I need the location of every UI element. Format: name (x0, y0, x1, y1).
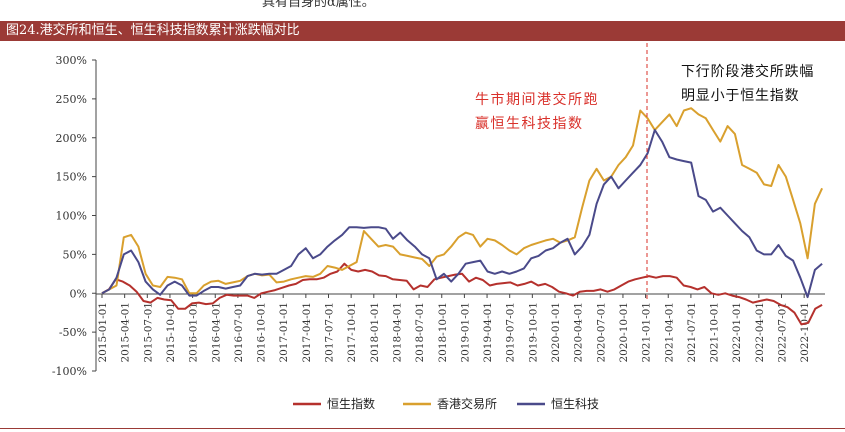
legend-label: 恒生科技 (551, 397, 599, 411)
x-tick-label: 2019-01-01 (459, 302, 471, 363)
legend-label: 香港交易所 (437, 396, 497, 411)
figure-title: 图24.港交所和恒生、恒生科技指数累计涨跌幅对比 (0, 21, 845, 41)
x-tick-label: 2021-07-01 (686, 302, 698, 363)
x-tick-label: 2017-07-01 (324, 302, 336, 363)
y-tick-label: 250% (56, 93, 87, 106)
bottom-rule (0, 428, 845, 429)
x-tick-label: 2016-07-01 (233, 302, 245, 363)
x-tick-label: 2018-10-01 (437, 302, 449, 363)
x-tick-label: 2018-01-01 (369, 302, 381, 363)
y-tick-label: 200% (56, 132, 87, 145)
x-tick-label: 2015-10-01 (165, 302, 177, 363)
annotation-text: 牛市期间港交所跑 (475, 91, 599, 108)
x-tick-label: 2017-01-01 (278, 302, 290, 363)
x-tick-label: 2015-04-01 (120, 302, 132, 363)
x-tick-label: 2015-07-01 (142, 302, 154, 363)
x-tick-label: 2020-04-01 (573, 302, 585, 363)
y-tick-label: 50% (63, 248, 87, 261)
x-tick-label: 2019-10-01 (527, 302, 539, 363)
x-tick-label: 2015-01-01 (97, 302, 109, 363)
x-tick-label: 2018-04-01 (391, 302, 403, 363)
y-tick-label: 100% (56, 210, 87, 223)
series-line-香港交易所 (101, 107, 824, 295)
y-tick-label: -50% (59, 326, 87, 339)
x-tick-label: 2020-07-01 (595, 302, 607, 363)
x-tick-label: 2019-07-01 (505, 302, 517, 363)
series-line-恒生指数 (101, 262, 823, 326)
series-line-恒生科技 (101, 129, 823, 299)
annotation-text: 赢恒生科技指数 (475, 115, 584, 132)
x-tick-label: 2016-01-01 (188, 302, 200, 363)
x-tick-label: 2019-04-01 (482, 302, 494, 363)
x-tick-label: 2022-04-01 (754, 302, 766, 363)
x-tick-label: 2017-04-01 (301, 302, 313, 363)
x-tick-label: 2020-10-01 (618, 302, 630, 363)
x-tick-label: 2021-10-01 (709, 302, 721, 363)
x-tick-label: 2016-04-01 (210, 302, 222, 363)
annotation-text: 下行阶段港交所跌幅 (681, 63, 814, 80)
legend-label: 恒生指数 (327, 396, 375, 411)
top-paragraph-text: 具有自身的α属性。 (262, 0, 375, 10)
y-tick-label: 150% (56, 171, 87, 184)
y-tick-label: 300% (56, 54, 87, 67)
y-tick-label: -100% (52, 365, 87, 378)
x-tick-label: 2022-10-01 (799, 302, 811, 363)
x-tick-label: 2017-10-01 (346, 302, 358, 363)
x-tick-label: 2022-07-01 (777, 302, 789, 363)
y-tick-label: 0% (70, 287, 87, 300)
annotation-text: 明显小于恒生指数 (681, 88, 799, 104)
x-tick-label: 2022-01-01 (731, 302, 743, 363)
x-tick-label: 2018-07-01 (414, 302, 426, 363)
x-tick-label: 2020-01-01 (550, 302, 562, 363)
x-tick-label: 2021-01-01 (641, 302, 653, 363)
x-tick-label: 2021-04-01 (663, 302, 675, 363)
x-tick-label: 2016-10-01 (256, 302, 268, 363)
